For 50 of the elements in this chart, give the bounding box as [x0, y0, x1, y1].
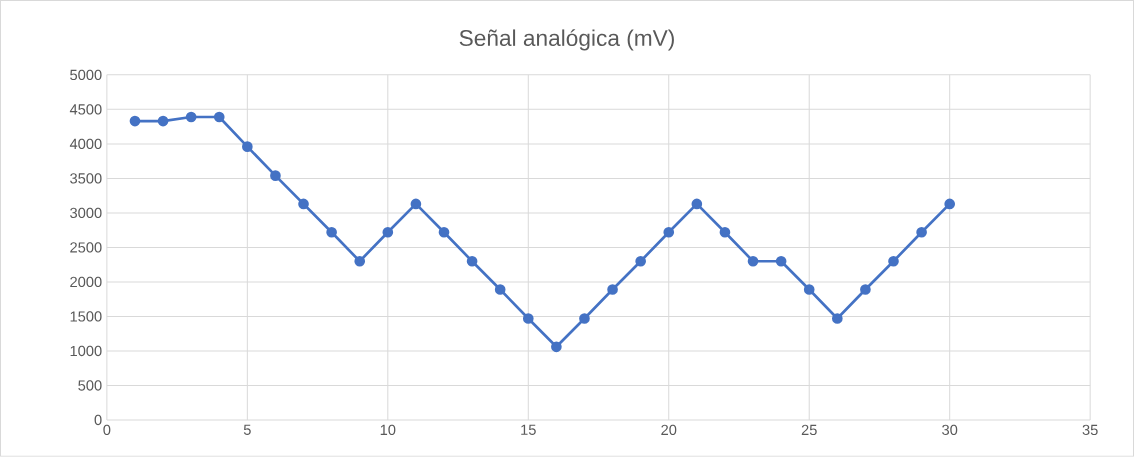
point [775, 255, 787, 267]
point [691, 198, 703, 210]
x-tick-label: 20 [661, 424, 677, 436]
point [831, 313, 843, 324]
point [607, 284, 618, 295]
point [944, 198, 956, 210]
y-tick-label: 5000 [70, 69, 102, 81]
point [270, 170, 281, 182]
point [522, 313, 534, 324]
point [579, 313, 590, 324]
point [719, 226, 731, 238]
x-tick-label: 30 [942, 424, 958, 436]
x-tick-label: 0 [103, 424, 111, 436]
point [438, 226, 450, 238]
point [213, 111, 225, 123]
point [466, 255, 478, 267]
x-tick-label: 5 [243, 424, 251, 435]
x-tick-label: 35 [1082, 424, 1098, 436]
point [157, 115, 169, 127]
point [551, 341, 562, 353]
point [185, 111, 197, 123]
y-tick-label: 4500 [69, 104, 102, 115]
point [129, 115, 141, 127]
point [242, 141, 253, 153]
y-tick-label: 2500 [70, 242, 102, 253]
point [916, 226, 927, 238]
y-tick-label: 2000 [70, 276, 102, 288]
y-tick-label: 4000 [69, 138, 102, 150]
x-tick-label: 15 [521, 424, 536, 435]
point [298, 198, 309, 210]
point [494, 284, 506, 295]
y-tick-label: 500 [78, 380, 102, 391]
y-tick-label: 3500 [70, 173, 102, 184]
point [326, 226, 337, 238]
y-tick-label: 1500 [70, 311, 102, 322]
y-tick-label: 3000 [70, 207, 102, 219]
point [803, 284, 815, 295]
point [354, 255, 366, 267]
point [663, 226, 675, 238]
point [410, 198, 422, 210]
point [382, 226, 394, 238]
x-tick-label: 25 [801, 424, 817, 436]
chart-title: Señal analógica (mV) [459, 29, 674, 51]
point [860, 284, 871, 295]
y-tick-label: 1000 [70, 345, 102, 357]
point [888, 255, 899, 267]
y-tick-label: 0 [94, 414, 102, 426]
x-tick-label: 10 [380, 424, 396, 436]
point [635, 255, 646, 267]
point [747, 255, 759, 267]
